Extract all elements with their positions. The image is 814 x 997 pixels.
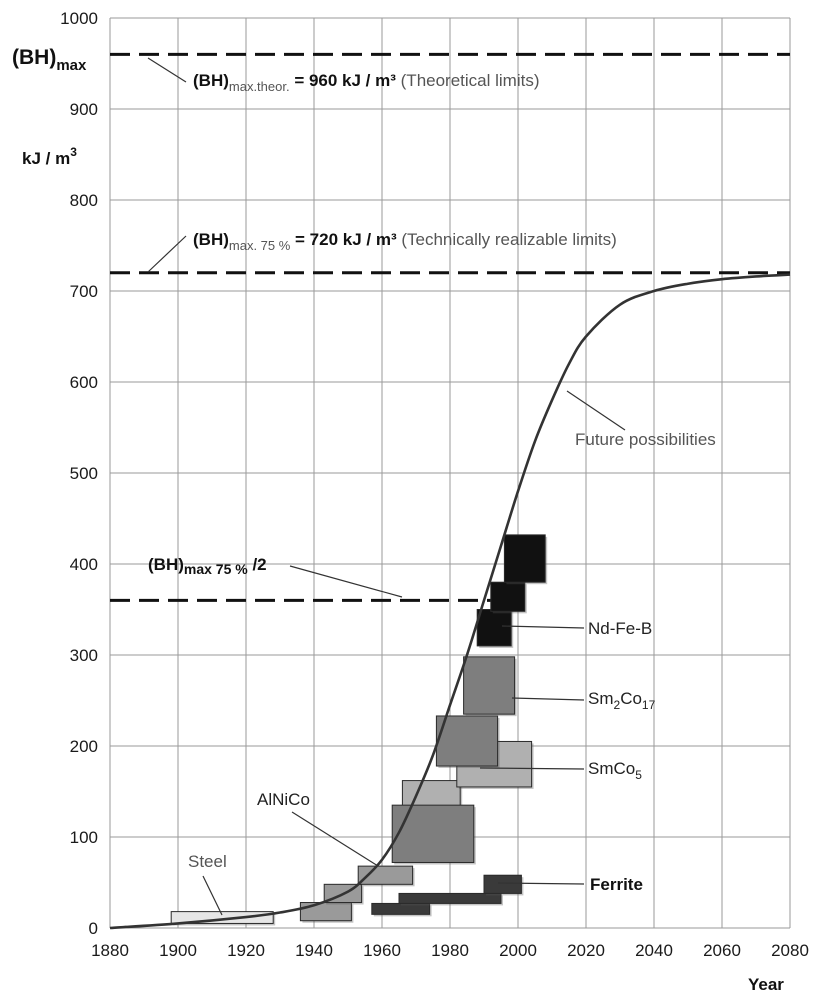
theoretical-limit-annotation: (BH)max.theor. = 960 kJ / m³ (Theoretica… [193, 71, 540, 94]
steel-label: Steel [188, 852, 227, 871]
x-tick-label: 2040 [635, 941, 673, 960]
leader-line [289, 565, 403, 598]
x-tick-label: 1960 [363, 941, 401, 960]
sm2co17-label: Sm2Co17 [588, 689, 656, 712]
reference-lines [110, 52, 790, 602]
x-tick-label: 1980 [431, 941, 469, 960]
material-blocks [170, 534, 548, 926]
y-tick-label: 200 [70, 737, 98, 756]
material-block-Nd-Fe-B [503, 534, 546, 583]
x-tick-label: 1920 [227, 941, 265, 960]
material-block-Ferrite [398, 892, 502, 904]
y-tick-label: 0 [89, 919, 98, 938]
future-possibilities-label: Future possibilities [575, 430, 716, 449]
leader-line [501, 625, 585, 629]
y-tick-label: 400 [70, 555, 98, 574]
material-block-Steel [170, 911, 274, 924]
leader-line [202, 875, 223, 916]
leader-line [511, 697, 585, 701]
y-axis-title: (BH)max [12, 46, 87, 74]
material-block-Nd-Fe-B [490, 581, 526, 612]
leader-line [147, 235, 187, 273]
ndfeb-label: Nd-Fe-B [588, 619, 652, 638]
x-tick-label: 2060 [703, 941, 741, 960]
x-axis-title: Year [748, 975, 784, 994]
y-tick-labels: 0 100 200 300 400 500 600 700 800 900 1000 [60, 9, 98, 938]
material-block-Sm₂Co₁₇ [435, 715, 499, 767]
x-tick-label: 2080 [771, 941, 809, 960]
y-tick-label: 700 [70, 282, 98, 301]
leader-line [291, 811, 379, 867]
material-block-Sm₂Co₁₇ [391, 804, 475, 863]
alnico-label: AlNiCo [257, 790, 310, 809]
half-limit-annotation: (BH)max 75 % /2 [148, 555, 267, 577]
y-tick-label: 100 [70, 828, 98, 847]
leader-line [566, 390, 626, 431]
ferrite-label: Ferrite [590, 875, 643, 894]
y-tick-label: 900 [70, 100, 98, 119]
future-possibilities-curve [109, 273, 791, 930]
y-axis-unit: kJ / m3 [22, 145, 77, 168]
y-tick-label: 500 [70, 464, 98, 483]
leader-line [147, 57, 187, 83]
material-block-Ferrite [483, 874, 522, 894]
y-tick-label: 300 [70, 646, 98, 665]
leader-line [497, 882, 585, 885]
material-block-Nd-Fe-B [476, 609, 512, 647]
technical-limit-annotation: (BH)max. 75 % = 720 kJ / m³ (Technically… [193, 230, 617, 253]
y-tick-label: 800 [70, 191, 98, 210]
leader-lines [147, 57, 626, 916]
x-tick-label: 2000 [499, 941, 537, 960]
smco5-label: SmCo5 [588, 759, 642, 782]
material-block-Sm₂Co₁₇ [463, 656, 516, 715]
leader-line [479, 767, 585, 770]
x-tick-label: 2020 [567, 941, 605, 960]
x-tick-label: 1900 [159, 941, 197, 960]
y-tick-label: 1000 [60, 9, 98, 28]
x-tick-labels: 1880 1900 1920 1940 1960 1980 2000 2020 2040 2060… [91, 941, 809, 960]
x-tick-label: 1940 [295, 941, 333, 960]
x-tick-label: 1880 [91, 941, 129, 960]
material-block-AlNiCo [299, 902, 352, 922]
y-tick-label: 600 [70, 373, 98, 392]
